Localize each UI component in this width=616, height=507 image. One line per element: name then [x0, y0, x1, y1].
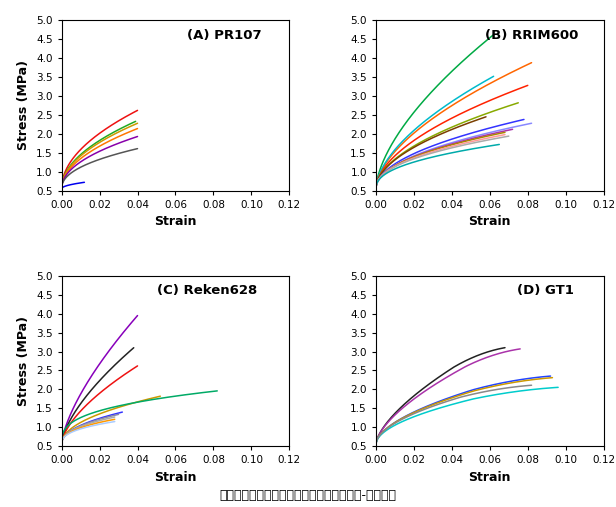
- X-axis label: Strain: Strain: [154, 215, 197, 228]
- X-axis label: Strain: Strain: [469, 470, 511, 484]
- Text: (D) GT1: (D) GT1: [517, 284, 574, 297]
- Text: (C) Reken628: (C) Reken628: [157, 284, 257, 297]
- Text: 不同品种成龄橡胶树两年生枝条树皮的应力-应变曲线: 不同品种成龄橡胶树两年生枝条树皮的应力-应变曲线: [219, 489, 397, 502]
- Text: (B) RRIM600: (B) RRIM600: [485, 29, 578, 42]
- Text: (A) PR107: (A) PR107: [187, 29, 262, 42]
- X-axis label: Strain: Strain: [469, 215, 511, 228]
- Y-axis label: Stress (MPa): Stress (MPa): [17, 60, 30, 151]
- X-axis label: Strain: Strain: [154, 470, 197, 484]
- Y-axis label: Stress (MPa): Stress (MPa): [17, 316, 30, 406]
